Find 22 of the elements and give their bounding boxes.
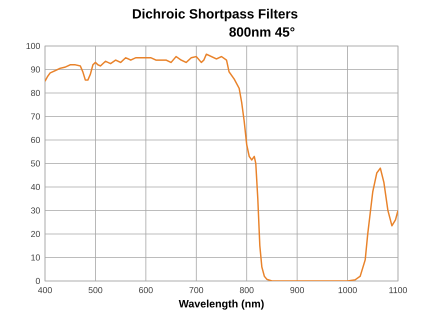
y-tick-label: 40 [30,184,40,190]
chart-subtitle: 800nm 45° [229,27,294,37]
x-axis-title: Wavelength (nm) [178,300,264,310]
y-tick-label: 70 [31,113,40,120]
x-tick-label: 900 [290,287,304,294]
x-tick-label: 1100 [389,287,407,294]
x-tick-label: 800 [240,287,254,294]
x-tick-label: 600 [139,287,153,294]
y-tick-label: 60 [31,136,40,144]
y-tick-label: 30 [30,207,40,214]
x-tick-label: 1000 [338,287,357,294]
x-tick-label: 500 [88,287,102,294]
y-tick-label: 100 [26,42,40,50]
y-tick-label: 20 [31,230,40,238]
x-tick-label: 700 [189,287,204,294]
y-tick-label: 50 [31,160,40,167]
y-tick-label: 80 [31,90,40,96]
chart-title: Dichroic Shortpass Filters [132,8,298,22]
y-tick-label: 0 [36,278,40,284]
x-tick-label: 400 [38,287,52,294]
y-tick-label: 10 [31,254,40,261]
y-tick-label: 90 [31,66,40,73]
